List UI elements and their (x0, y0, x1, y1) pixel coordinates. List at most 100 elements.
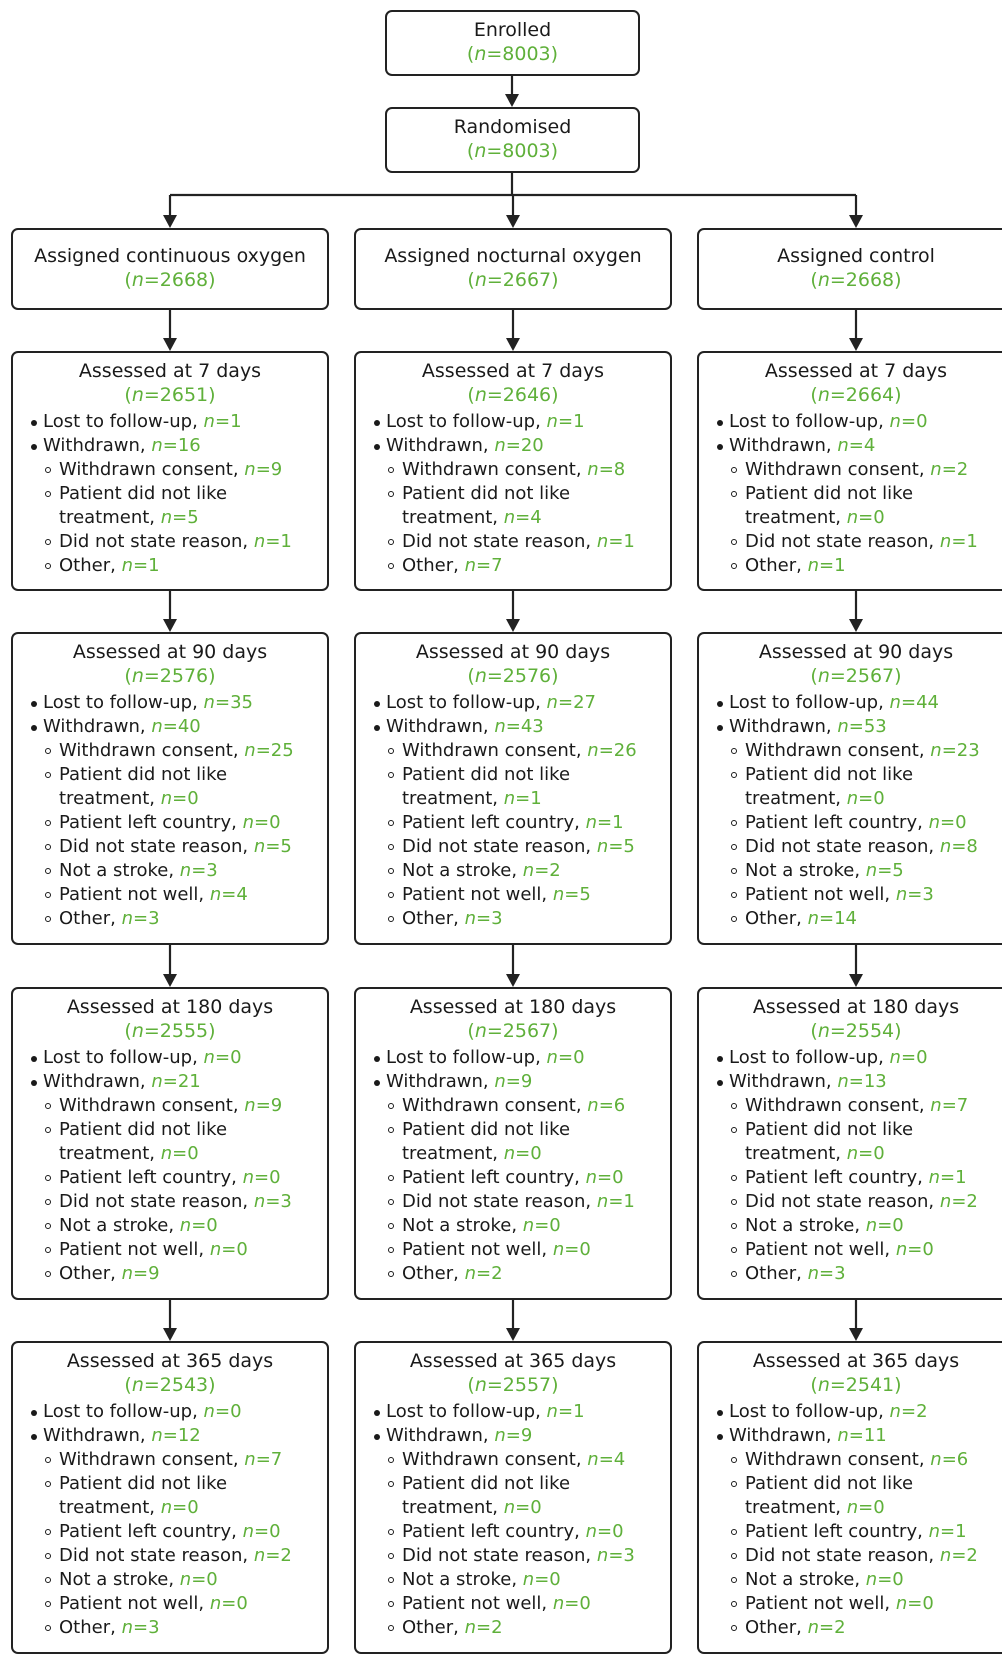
patient-left-country: Patient left country, n=1 (715, 1166, 1002, 1190)
count-value: n=1 (939, 531, 978, 552)
patient-did-not-like: Patient did not like (372, 763, 670, 787)
count-value: n=4 (209, 884, 248, 905)
count-value: n=3 (807, 1263, 846, 1284)
stage-title: Assessed at 180 days (409, 996, 617, 1018)
did-not-state-reason: Did not state reason, n=3 (372, 1544, 670, 1568)
count-value: n=35 (203, 692, 253, 713)
patient-not-well: Patient not well, n=4 (29, 883, 327, 907)
patient-not-well: Patient not well, n=5 (372, 883, 670, 907)
stage-count: (n=2555) (124, 1020, 216, 1042)
arrowhead (506, 215, 520, 228)
count-value: n=0 (889, 411, 928, 432)
withdrawn: Withdrawn, n=53 (715, 715, 1002, 739)
count-value: n=0 (242, 1521, 281, 1542)
count-value: n=0 (160, 1497, 199, 1518)
count-value: n=6 (930, 1449, 969, 1470)
stage-items: Lost to follow-up, n=44 Withdrawn, n=53 Wi… (699, 691, 1002, 931)
count-value: n=0 (585, 1167, 624, 1188)
other: Other, n=1 (715, 554, 1002, 578)
count-value: n=0 (203, 1047, 242, 1068)
not-a-stroke: Not a stroke, n=0 (29, 1214, 327, 1238)
count-value: n=9 (121, 1263, 160, 1284)
count-value: n=0 (503, 1143, 542, 1164)
did-not-state-reason: Did not state reason, n=2 (29, 1544, 327, 1568)
stage-box-1-col-1: Assessed at 7 days (n=2651) Lost to follow… (11, 351, 329, 591)
group-box-3: Assigned control (n=2668) (697, 228, 1002, 310)
lost-to-follow-up: Lost to follow-up, n=0 (29, 1046, 327, 1070)
count-value: n=0 (179, 1569, 218, 1590)
withdrawn-consent: Withdrawn consent, n=8 (372, 458, 670, 482)
count-value: n=25 (244, 740, 294, 761)
withdrawn: Withdrawn, n=9 (372, 1070, 670, 1094)
other: Other, n=7 (372, 554, 670, 578)
stage-box-4-col-2: Assessed at 365 days (n=2557) Lost to foll… (354, 1341, 672, 1654)
count-value: n=27 (546, 692, 596, 713)
stage-count: (n=2541) (810, 1374, 902, 1396)
did-not-state-reason: Did not state reason, n=1 (372, 1190, 670, 1214)
count-value: n=0 (242, 812, 281, 833)
withdrawn: Withdrawn, n=21 (29, 1070, 327, 1094)
count-value: n=23 (930, 740, 980, 761)
group-title: Assigned nocturnal oxygen (384, 245, 642, 267)
group-title: Assigned control (777, 245, 935, 267)
count-value: n=8 (939, 836, 978, 857)
stage-box-3-col-1: Assessed at 180 days (n=2555) Lost to foll… (11, 987, 329, 1300)
count-value: n=5 (865, 860, 904, 881)
group-count: (n=2668) (810, 269, 902, 291)
count-value: n=1 (596, 531, 635, 552)
stage-count: (n=2576) (124, 665, 216, 687)
count-value: n=2 (253, 1545, 292, 1566)
enrolled-box: Enrolled (n=8003) (385, 10, 640, 76)
arrowhead (163, 1328, 177, 1341)
treatment: treatment, n=0 (745, 1497, 885, 1518)
withdrawn: Withdrawn, n=9 (372, 1424, 670, 1448)
count-value: n=3 (895, 884, 934, 905)
stage-box-2-col-3: Assessed at 90 days (n=2567) Lost to follo… (697, 632, 1002, 945)
count-value: n=1 (928, 1167, 967, 1188)
count-value: n=4 (587, 1449, 626, 1470)
patient-did-not-like: Patient did not like (715, 482, 1002, 506)
arrowhead (849, 974, 863, 987)
stage-count: (n=2646) (467, 384, 559, 406)
other: Other, n=2 (372, 1262, 670, 1286)
count-value: n=0 (160, 1143, 199, 1164)
count-value: n=0 (522, 1215, 561, 1236)
patient-not-well: Patient not well, n=3 (715, 883, 1002, 907)
stage-title: Assessed at 365 days (66, 1350, 274, 1372)
count-value: n=1 (253, 531, 292, 552)
count-value: n=5 (160, 507, 199, 528)
stage-box-2-col-1: Assessed at 90 days (n=2576) Lost to follo… (11, 632, 329, 945)
stage-items: Lost to follow-up, n=0 Withdrawn, n=13 Wit… (699, 1046, 1002, 1286)
count-value: n=0 (522, 1569, 561, 1590)
treatment: treatment, n=0 (402, 1497, 542, 1518)
stage-box-4-col-1: Assessed at 365 days (n=2543) Lost to foll… (11, 1341, 329, 1654)
stage-items: Lost to follow-up, n=0 Withdrawn, n=12 Wit… (13, 1400, 327, 1640)
count-value: n=3 (121, 1617, 160, 1638)
patient-did-not-like: Patient did not like (372, 1118, 670, 1142)
count-value: n=44 (889, 692, 939, 713)
stage-title: Assessed at 7 days (764, 360, 948, 382)
did-not-state-reason: Did not state reason, n=5 (29, 835, 327, 859)
patient-left-country: Patient left country, n=0 (372, 1520, 670, 1544)
not-a-stroke: Not a stroke, n=0 (715, 1214, 1002, 1238)
withdrawn-consent: Withdrawn consent, n=23 (715, 739, 1002, 763)
not-a-stroke: Not a stroke, n=0 (372, 1568, 670, 1592)
count-value: n=14 (807, 908, 857, 929)
count-value: n=16 (151, 435, 201, 456)
did-not-state-reason: Did not state reason, n=5 (372, 835, 670, 859)
arrowhead (849, 1328, 863, 1341)
enrolled-count: (n=8003) (466, 43, 559, 65)
count-value: n=0 (209, 1239, 248, 1260)
stage-items: Lost to follow-up, n=1 Withdrawn, n=9 With… (356, 1400, 670, 1640)
not-a-stroke: Not a stroke, n=0 (372, 1214, 670, 1238)
count-value: n=1 (121, 555, 160, 576)
other: Other, n=3 (715, 1262, 1002, 1286)
group-box-1: Assigned continuous oxygen (n=2668) (11, 228, 329, 310)
count-value: n=0 (846, 507, 885, 528)
count-value: n=5 (552, 884, 591, 905)
lost-to-follow-up: Lost to follow-up, n=0 (372, 1046, 670, 1070)
count-value: n=1 (546, 1401, 585, 1422)
patient-left-country: Patient left country, n=0 (29, 1520, 327, 1544)
count-value: n=3 (179, 860, 218, 881)
count-value: n=1 (503, 788, 542, 809)
